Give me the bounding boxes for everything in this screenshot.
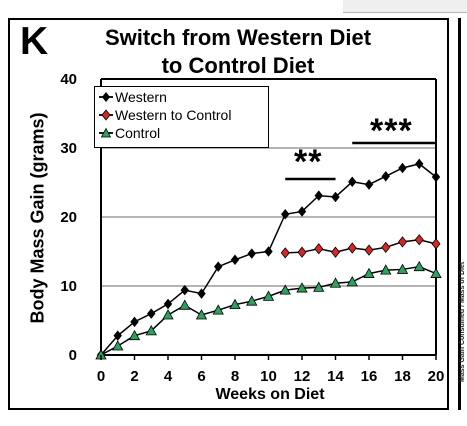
data-point-control-11 — [279, 284, 291, 295]
right-panel-edge — [458, 18, 467, 410]
significance-label-double: ** — [294, 143, 323, 181]
x-tick-label-18: 18 — [394, 368, 411, 385]
data-point-series-0-2 — [130, 316, 139, 328]
x-tick-label-2: 2 — [130, 368, 138, 385]
x-tick-label-12: 12 — [294, 368, 311, 385]
data-point-series-0-4 — [163, 298, 173, 310]
tick-layer: 0 10 20 30 40 0 2 4 6 8 10 12 14 16 18 20 — [60, 71, 444, 385]
x-tick-label-10: 10 — [260, 368, 277, 385]
legend-item-western-to-control: Western to Control — [99, 106, 264, 124]
data-point-series-1-20 — [431, 238, 441, 250]
x-tick-label-6: 6 — [197, 368, 205, 385]
data-point-series-1-12 — [297, 246, 307, 258]
chart-frame — [8, 18, 449, 410]
x-tick-label-0: 0 — [97, 368, 105, 385]
data-point-control-9 — [246, 295, 258, 306]
legend-control-label: Control — [115, 125, 161, 141]
y-tick-label-10: 10 — [60, 278, 77, 295]
x-tick-label-4: 4 — [164, 368, 173, 385]
data-point-control-13 — [313, 281, 325, 292]
data-point-control-1 — [112, 340, 124, 351]
data-point-series-0-16 — [364, 179, 374, 190]
data-point-series-1-13 — [314, 243, 324, 255]
data-point-control-8 — [229, 298, 241, 310]
data-point-series-0-7 — [213, 261, 223, 273]
data-point-series-0-15 — [347, 176, 357, 188]
legend-item-control: Control — [99, 124, 264, 142]
data-point-control-17 — [380, 264, 392, 275]
data-point-series-0-9 — [247, 248, 257, 259]
significance-label-triple: *** — [370, 112, 413, 150]
data-point-control-16 — [363, 267, 375, 278]
data-point-series-0-6 — [197, 288, 206, 299]
data-point-series-0-19 — [414, 158, 424, 170]
data-point-control-15 — [346, 276, 358, 287]
y-axis-label: Body Mass Gain (grams) — [27, 112, 48, 324]
data-point-series-0-3 — [146, 308, 156, 319]
top-strip — [343, 0, 467, 13]
data-point-control-6 — [195, 309, 208, 320]
data-point-series-0-8 — [230, 254, 240, 266]
data-point-control-19 — [413, 260, 425, 272]
data-point-series-0-5 — [180, 284, 190, 296]
data-point-series-0-17 — [381, 170, 391, 182]
data-point-series-0-20 — [431, 171, 441, 183]
data-point-series-1-15 — [347, 242, 357, 254]
grid-layer — [101, 147, 436, 287]
data-point-series-1-17 — [381, 241, 391, 254]
data-point-series-1-19 — [414, 234, 424, 246]
x-tick-label-14: 14 — [327, 368, 344, 385]
data-point-control-5 — [179, 299, 191, 310]
x-tick-label-8: 8 — [231, 368, 239, 385]
y-tick-label-40: 40 — [60, 71, 77, 88]
data-point-series-0-11 — [280, 208, 290, 220]
y-tick-label-0: 0 — [69, 347, 77, 364]
data-point-control-2 — [128, 329, 141, 341]
panel-letter: K — [20, 20, 49, 63]
data-point-series-0-13 — [314, 190, 324, 201]
data-point-control-7 — [212, 304, 224, 315]
data-point-control-18 — [396, 263, 409, 274]
x-tick-label-20: 20 — [428, 368, 445, 385]
data-point-series-1-14 — [330, 246, 341, 258]
data-point-series-0-12 — [297, 206, 307, 217]
legend: Western Western to Control Control — [94, 86, 269, 148]
series-line-1 — [285, 239, 437, 254]
legend-western-marker — [99, 90, 113, 104]
data-point-series-0-14 — [331, 191, 340, 203]
data-point-series-1-16 — [364, 244, 374, 256]
data-point-control-4 — [162, 309, 174, 320]
data-point-control-12 — [296, 282, 308, 293]
data-point-control-10 — [262, 290, 275, 301]
legend-item-western: Western — [99, 88, 264, 106]
x-axis-label: Weeks on Diet — [215, 386, 325, 403]
x-tick-label-16: 16 — [361, 368, 378, 385]
data-point-control-14 — [329, 277, 342, 288]
legend-western-to-control-marker — [99, 108, 113, 122]
data-point-control-20 — [430, 267, 442, 278]
chart-title-line-2: to Control Diet — [161, 53, 315, 78]
legend-western-label: Western — [115, 89, 167, 105]
y-tick-label-30: 30 — [60, 140, 77, 157]
legend-control-marker — [99, 126, 113, 140]
data-point-series-1-11 — [280, 247, 290, 259]
data-point-series-0-18 — [398, 162, 407, 174]
data-point-control-3 — [145, 325, 157, 336]
series-layer — [95, 158, 442, 361]
annotation-layer — [285, 141, 436, 181]
data-point-series-1-18 — [397, 236, 408, 248]
y-tick-label-20: 20 — [60, 209, 77, 226]
data-point-series-0-10 — [264, 246, 273, 257]
chart-title-line-1: Switch from Western Diet — [104, 25, 372, 50]
legend-western-to-control-label: Western to Control — [115, 107, 232, 123]
